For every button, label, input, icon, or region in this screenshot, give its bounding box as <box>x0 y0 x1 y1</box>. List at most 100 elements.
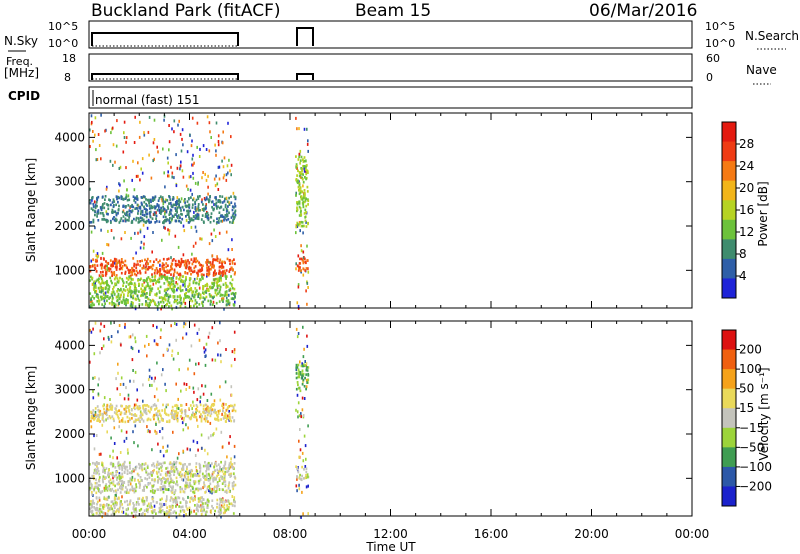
scatter-echo <box>180 389 182 393</box>
echo-cell <box>174 219 177 223</box>
echo-cell <box>103 206 106 210</box>
echo-cell <box>95 478 97 481</box>
echo-cell <box>186 485 189 489</box>
echo-cell <box>210 216 213 219</box>
scatter-echo <box>99 351 101 355</box>
echo-cell <box>122 281 125 285</box>
echo-cell <box>147 409 150 413</box>
echo-cell <box>229 418 231 421</box>
echo-cell <box>295 366 298 369</box>
scatter-echo <box>119 183 121 187</box>
echo-cell <box>97 219 100 222</box>
echo-cell <box>177 273 180 276</box>
scatter-echo <box>120 343 122 347</box>
echo-cell <box>165 209 168 212</box>
echo-cell <box>165 474 167 477</box>
echo-cell <box>96 278 99 282</box>
echo-cell <box>200 419 203 423</box>
scatter-echo <box>302 380 304 383</box>
echo-cell <box>116 476 119 479</box>
nsky-frame <box>88 20 693 49</box>
echo-cell <box>297 368 300 372</box>
echo-cell <box>229 258 231 262</box>
echo-cell <box>96 204 98 208</box>
echo-cell <box>108 269 111 273</box>
echo-cell <box>114 259 116 263</box>
echo-cell <box>187 290 190 293</box>
scatter-echo <box>152 159 154 163</box>
echo-cell <box>173 414 175 418</box>
echo-cell <box>178 461 181 465</box>
echo-cell <box>139 463 141 467</box>
echo-cell <box>138 290 140 293</box>
echo-cell <box>143 205 145 209</box>
echo-cell <box>96 462 99 465</box>
echo-cell <box>303 200 306 204</box>
echo-cell <box>227 405 230 409</box>
echo-cell <box>99 206 102 209</box>
echo-cell <box>227 484 230 488</box>
echo-cell <box>102 281 105 285</box>
echo-cell <box>112 489 115 493</box>
echo-cell <box>187 288 189 292</box>
echo-cell <box>122 204 125 208</box>
echo-cell <box>220 279 222 282</box>
echo-cell <box>185 291 187 295</box>
echo-cell <box>224 472 226 476</box>
echo-cell <box>209 408 212 412</box>
echo-cell <box>124 259 127 263</box>
echo-cell <box>99 409 102 413</box>
scatter-echo <box>176 480 178 484</box>
echo-cell <box>193 482 196 486</box>
scatter-echo <box>137 444 139 448</box>
echo-cell <box>111 408 113 411</box>
echo-cell <box>212 404 215 407</box>
echo-cell <box>171 217 173 220</box>
echo-cell <box>118 302 120 306</box>
echo-cell <box>147 267 150 271</box>
echo-cell <box>208 268 211 271</box>
echo-cell <box>104 268 107 271</box>
echo-cell <box>181 289 184 292</box>
scatter-echo <box>215 149 217 153</box>
freq-strip: Freq. [MHz] 18 8 60 0 Nave <box>4 52 777 85</box>
echo-cell <box>89 201 92 205</box>
scatter-echo <box>204 172 206 176</box>
echo-cell <box>297 372 300 376</box>
scatter-echo <box>196 441 199 445</box>
scatter-echo <box>141 157 144 161</box>
echo-cell <box>167 403 169 407</box>
scatter-echo <box>108 495 110 499</box>
echo-cell <box>234 271 236 274</box>
echo-cell <box>159 486 162 489</box>
echo-cell <box>210 212 213 215</box>
echo-cell <box>299 389 302 393</box>
echo-cell <box>94 213 96 217</box>
echo-cell <box>214 411 217 415</box>
echo-cell <box>224 290 227 294</box>
echo-cell <box>144 512 146 516</box>
echo-cell <box>233 258 235 261</box>
echo-cell <box>94 289 96 293</box>
echo-cell <box>228 502 231 506</box>
echo-cell <box>180 296 182 300</box>
echo-cell <box>163 481 166 484</box>
echo-cell <box>179 490 182 494</box>
echo-cell <box>156 304 159 308</box>
echo-cell <box>124 467 127 471</box>
echo-cell <box>129 304 132 308</box>
scatter-echo <box>126 188 128 192</box>
echo-cell <box>223 218 225 222</box>
scatter-echo <box>149 383 151 387</box>
echo-cell <box>195 415 198 419</box>
echo-cell <box>89 305 91 308</box>
echo-cell <box>106 404 109 407</box>
scatter-echo <box>131 475 134 479</box>
echo-cell <box>166 271 168 274</box>
echo-cell <box>139 219 142 223</box>
scatter-echo <box>133 469 135 473</box>
echo-cell <box>303 477 305 480</box>
scatter-echo <box>300 515 302 519</box>
scatter-echo <box>300 412 302 416</box>
echo-cell <box>211 408 214 411</box>
